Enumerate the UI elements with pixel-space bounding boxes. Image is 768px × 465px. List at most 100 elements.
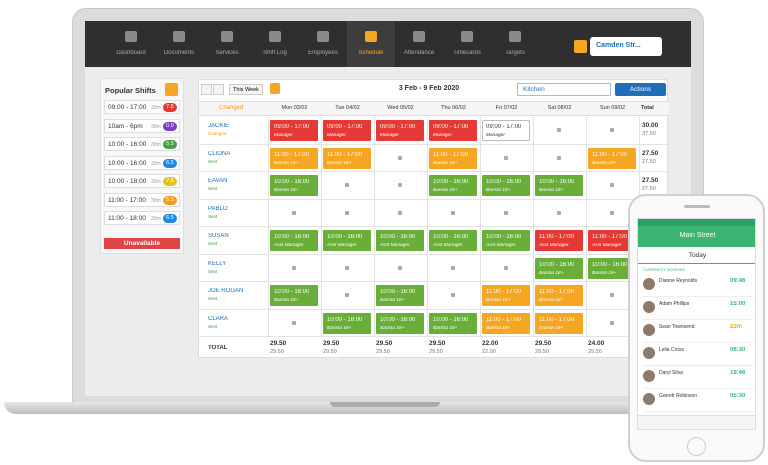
person-divider — [643, 411, 753, 412]
day-header[interactable]: Fri 07/02 — [495, 105, 518, 111]
employee-name[interactable]: CLIONA — [208, 150, 231, 157]
shift-block[interactable]: 11:00 - 17:00 Barista 18+ — [429, 147, 477, 169]
person-name[interactable]: Dianne Reynolds — [659, 278, 698, 284]
shift-block[interactable]: 10:00 - 16:00 Barista 18+ — [270, 285, 318, 306]
shift-block[interactable]: 11:00 - 17:00 Barista 18+ — [535, 285, 583, 306]
popular-shift[interactable]: 11:00 - 18:00 30m 6.5 — [104, 211, 180, 225]
shift-block[interactable]: 10:00 - 16:00 Barista 18+ — [482, 175, 530, 196]
shift-block[interactable]: 09:00 - 17:00 Manager — [270, 120, 318, 141]
day-header[interactable]: Sat 08/02 — [547, 105, 572, 111]
this-week-button[interactable]: This Week — [229, 84, 263, 95]
row-total: 30.00 — [642, 122, 659, 129]
employee-name[interactable]: EAVAN — [208, 178, 228, 184]
shift-block[interactable]: 11:00 - 17:00 Asst Manager — [588, 230, 636, 251]
person-name[interactable]: Garrett Robinson — [659, 393, 698, 399]
shift-block[interactable]: 09:00 - 17:00 Manager — [376, 120, 424, 141]
cell-divider — [427, 254, 428, 282]
popular-shift[interactable]: 10:00 - 16:00 30m 6.5 — [104, 155, 180, 170]
shift-block[interactable]: 10:00 - 16:00 Barista 18+ — [535, 257, 583, 279]
shift-block[interactable]: 10:00 - 16:00 Asst Manager — [270, 230, 318, 251]
nav-item[interactable]: Employees — [308, 50, 338, 56]
shift-block[interactable]: 11:00 - 17:00 Barista 18+ — [323, 147, 371, 169]
shift-block[interactable]: 09:00 - 17:00 Manager — [323, 120, 371, 141]
day-header[interactable]: Thu 06/02 — [441, 105, 466, 111]
phone-home-button[interactable] — [687, 437, 706, 456]
shift-block[interactable]: 09:00 - 17:00 Manager — [429, 120, 477, 141]
shift-block[interactable]: 11:00 - 17:00 Barista 18+ — [588, 147, 636, 169]
department-select[interactable]: Kitchen — [517, 83, 611, 96]
nav-icon — [269, 31, 281, 42]
avatar — [643, 301, 655, 313]
cell-divider — [321, 227, 322, 255]
nav-item[interactable]: Targets — [505, 50, 525, 56]
shift-break: 30m — [151, 179, 161, 185]
shift-block[interactable]: 10:00 - 16:00 Barista 18+ — [535, 175, 583, 196]
shift-block[interactable]: 11:00 - 17:00 Barista 18+ — [270, 147, 318, 169]
day-header[interactable]: Sun 09/02 — [599, 105, 626, 111]
shift-block[interactable]: 11:00 - 17:00 Barista 18+ — [535, 312, 583, 334]
shift-block[interactable]: 09:00 - 17:00 Manager — [482, 120, 530, 141]
shift-block[interactable]: 10:00 - 16:00 Barista 18+ — [429, 175, 477, 196]
lock-icon — [345, 293, 349, 297]
shift-role: Barista 18+ — [433, 325, 458, 331]
day-header[interactable]: Wed 05/02 — [387, 105, 414, 111]
employee-name[interactable]: SUSAN — [208, 233, 229, 239]
changed-label: Changed — [219, 105, 244, 111]
shift-block[interactable]: 10:00 - 16:00 Asst Manager — [376, 230, 424, 251]
popular-shift[interactable]: 11:00 - 17:00 30m 5.5 — [104, 192, 180, 207]
unavailable-button[interactable]: Unavailable — [104, 238, 180, 249]
shift-role: Manager — [274, 133, 293, 138]
cell-divider — [427, 144, 428, 172]
popular-shift[interactable]: 10:00 - 16:00 30m 5.5 — [104, 137, 180, 151]
shift-block[interactable]: 11:00 - 17:00 Barista 18+ — [482, 285, 530, 306]
person-name[interactable]: Sean Townsend — [659, 324, 695, 330]
employee-name[interactable]: CLARA — [208, 315, 229, 322]
person-name[interactable]: Daryl Silva — [659, 370, 683, 376]
edit-button[interactable] — [165, 83, 178, 96]
cell-divider — [533, 227, 534, 255]
shift-block[interactable]: 10:00 - 16:00 Asst Manager — [482, 230, 530, 251]
shift-block[interactable]: 10:00 - 16:00 Asst Manager — [323, 230, 371, 251]
nav-item[interactable]: Attendance — [403, 50, 435, 56]
actions-button[interactable]: Actions — [615, 83, 666, 96]
employee-name[interactable]: JACKIE — [208, 123, 230, 129]
nav-item[interactable]: Shift Log — [263, 50, 287, 56]
day-total-sub: 29.50 — [535, 349, 549, 355]
person-name[interactable]: Adam Phillips — [659, 301, 690, 307]
shift-role: Barista 18+ — [539, 270, 564, 276]
prev-button[interactable] — [201, 84, 212, 95]
shift-block[interactable]: 11:00 - 17:00 Asst Manager — [535, 230, 583, 251]
nav-icon — [509, 31, 521, 42]
nav-item[interactable]: Schedule — [358, 50, 384, 56]
shift-block[interactable]: 10:00 - 16:00 Asst Manager — [429, 230, 477, 251]
popular-shift[interactable]: 10am - 6pm 30m 0.0 — [104, 118, 180, 133]
nav-item[interactable]: Services — [215, 50, 239, 56]
location-select[interactable]: Camden Str... — [590, 37, 662, 56]
shift-block[interactable]: 10:00 - 16:00 Barista 18+ — [429, 312, 477, 334]
employee-name[interactable]: KELLY — [208, 260, 227, 267]
person-name[interactable]: Leila Cross — [659, 347, 685, 353]
employee-name[interactable]: JOE ROGAN — [208, 288, 244, 294]
shift-block[interactable]: 10:00 - 16:00 Barista 18+ — [376, 312, 424, 334]
calendar-button[interactable] — [270, 83, 280, 94]
nav-item[interactable]: Timecards — [453, 50, 481, 56]
day-total-sub: 29.50 — [429, 349, 443, 355]
popular-shift[interactable]: 10:00 - 18:00 30m 7.5 — [104, 174, 180, 188]
settings-button[interactable] — [574, 40, 587, 53]
shift-block[interactable]: 10:00 - 16:00 Barista 18+ — [270, 175, 318, 196]
shift-role: Barista 18+ — [486, 188, 511, 193]
day-header[interactable]: Tue 04/02 — [335, 105, 360, 111]
nav-item[interactable]: Dashboard — [116, 50, 146, 56]
popular-shift[interactable]: 09:00 - 17:00 30m 7.5 — [104, 100, 180, 114]
shift-time: 10:00 - 16:00 — [327, 234, 363, 240]
shift-role: Asst Manager — [380, 243, 410, 248]
cell-divider — [268, 254, 269, 282]
day-header[interactable]: Mon 03/02 — [281, 105, 308, 111]
shift-block[interactable]: 10:00 - 16:00 Barista 18+ — [323, 312, 371, 334]
shift-block[interactable]: 10:00 - 16:00 Barista 18+ — [376, 285, 424, 306]
shift-block[interactable]: 11:00 - 17:00 Barista 18+ — [482, 312, 530, 334]
next-button[interactable] — [213, 84, 224, 95]
cell-divider — [321, 144, 322, 172]
employee-name[interactable]: PABLO — [208, 205, 228, 212]
nav-item[interactable]: Documents — [163, 50, 195, 56]
